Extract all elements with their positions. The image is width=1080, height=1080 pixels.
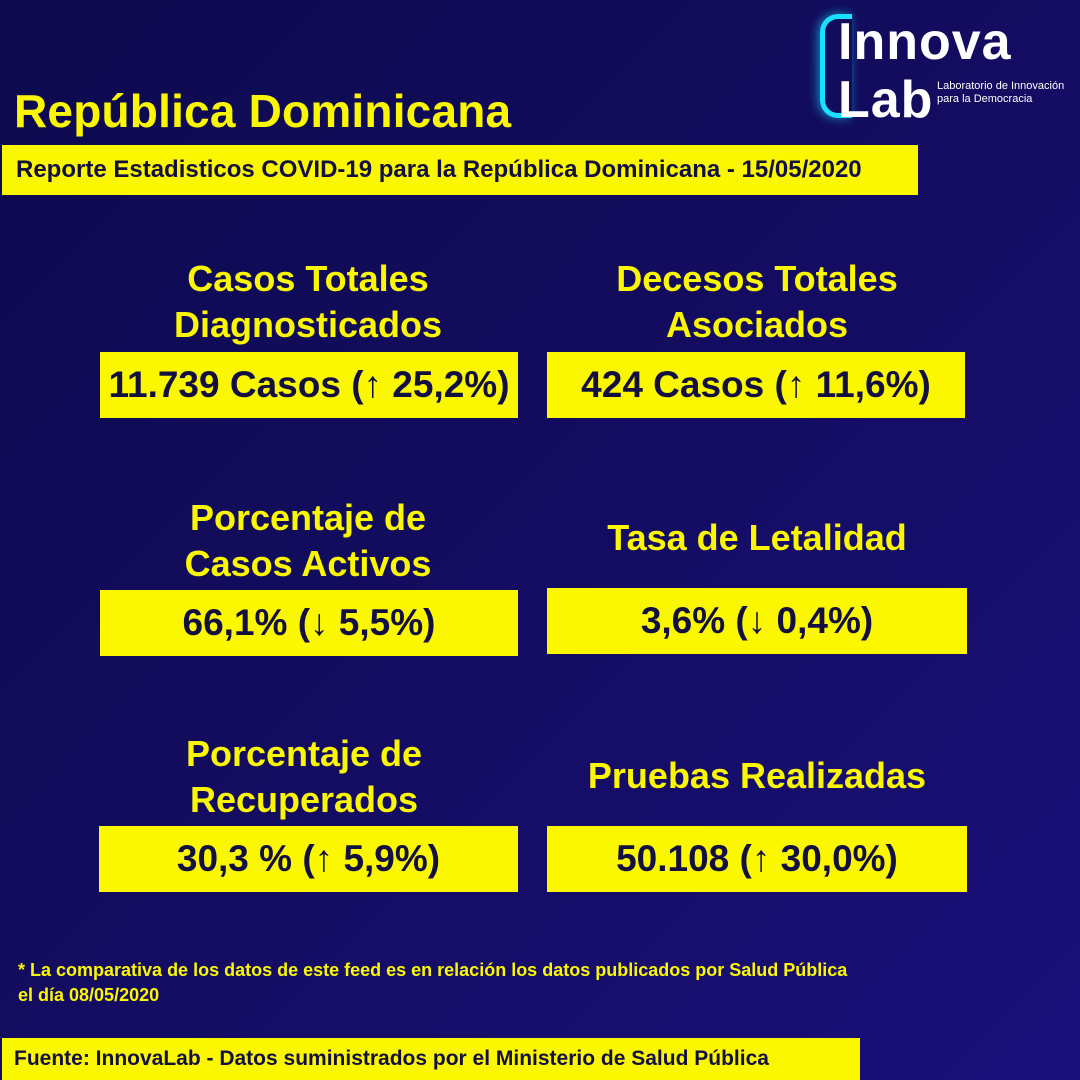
stat-label-active-cases: Porcentaje de Casos Activos xyxy=(184,497,432,584)
stat-value-total-cases: 11.739 Casos (↑ 25,2%) xyxy=(100,352,518,418)
comparison-footnote: * La comparativa de los datos de este fe… xyxy=(18,960,848,1005)
stat-value-fatality-rate: 3,6% (↓ 0,4%) xyxy=(547,588,967,654)
stat-value-total-deaths: 424 Casos (↑ 11,6%) xyxy=(547,352,965,418)
stat-label-total-cases: Casos Totales Diagnosticados xyxy=(173,258,443,345)
stat-value-active-cases: 66,1% (↓ 5,5%) xyxy=(100,590,518,656)
stat-label-recovered: Porcentaje de Recuperados xyxy=(185,733,423,820)
logo-bracket-icon xyxy=(820,14,852,118)
data-source: Fuente: InnovaLab - Datos suministrados … xyxy=(2,1038,860,1080)
report-subtitle: Reporte Estadisticos COVID-19 para la Re… xyxy=(2,145,918,195)
stat-label-total-deaths: Decesos Totales Asociados xyxy=(616,258,898,345)
innovalab-logo: Innova Lab Laboratorio de Innovación par… xyxy=(812,10,1077,130)
stat-value-recovered: 30,3 % (↑ 5,9%) xyxy=(99,826,518,892)
stat-value-tests: 50.108 (↑ 30,0%) xyxy=(547,826,967,892)
page-title: República Dominicana xyxy=(14,85,512,137)
stat-label-fatality-rate: Tasa de Letalidad xyxy=(607,517,907,558)
logo-lab-text: Lab xyxy=(838,71,934,129)
stat-label-tests: Pruebas Realizadas xyxy=(587,755,927,796)
logo-innova-text: Innova xyxy=(838,13,1012,71)
logo-tagline: Laboratorio de Innovación para la Democr… xyxy=(937,80,1065,105)
